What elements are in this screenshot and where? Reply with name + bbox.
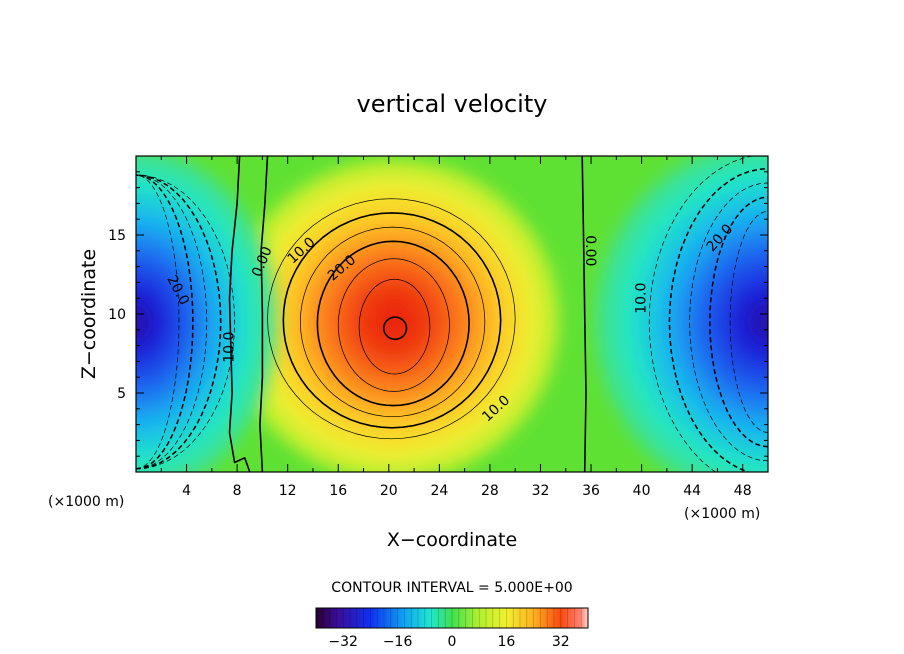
colorbar: −32 −16 0 16 32 (315, 607, 589, 650)
updraft-contour (282, 212, 502, 429)
x-tick-label: 32 (532, 483, 550, 499)
zero-contour-left-inner (259, 156, 269, 472)
downdraft-contour-right (709, 196, 768, 448)
x-tick-label: 24 (430, 483, 448, 499)
downdraft-contour-right (689, 182, 768, 462)
downdraft-contour-right (668, 167, 768, 472)
contour-label-6: 0.00 (582, 235, 598, 266)
x-unit-left: (×1000 m) (48, 494, 124, 510)
x-tick-label: 4 (182, 483, 191, 499)
downdraft-contour-left (136, 174, 208, 470)
x-tick-label: 16 (329, 483, 347, 499)
velocity-field (136, 156, 768, 472)
y-tick-label: 5 (117, 386, 126, 402)
chart-title: vertical velocity (357, 90, 548, 118)
x-tick-label: 8 (233, 483, 242, 499)
y-tick-label: 15 (108, 228, 126, 244)
zero-contour-right (581, 156, 587, 472)
x-tick-label: 48 (734, 483, 752, 499)
contour-label-7: 10.0 (634, 283, 650, 314)
colorbar-gradient (316, 608, 588, 628)
x-tick-label: 28 (481, 483, 499, 499)
x-unit-right: (×1000 m) (684, 506, 760, 522)
x-tick-label: 20 (380, 483, 398, 499)
y-tick-label: 10 (108, 307, 126, 323)
colorbar-tick-label: −16 (383, 634, 413, 650)
y-axis-ticks: 5 10 15 (108, 171, 768, 457)
contour-interval-label: CONTOUR INTERVAL = 5.000E+00 (331, 580, 572, 596)
updraft-contour (267, 198, 516, 440)
x-tick-label: 40 (633, 483, 651, 499)
updraft-contour (337, 258, 450, 392)
updraft-contour (299, 226, 486, 418)
y-axis-label: Z−coordinate (78, 249, 100, 379)
colorbar-tick-label: 32 (552, 634, 570, 650)
updraft-contour (382, 316, 408, 341)
downdraft-contour-left (136, 174, 194, 470)
x-tick-label: 36 (582, 483, 600, 499)
updraft-core (218, 156, 569, 472)
downdraft-contour-left (136, 174, 180, 470)
downdraft-right (583, 156, 768, 472)
x-axis-label: X−coordinate (387, 529, 517, 551)
colorbar-tick-label: 16 (497, 634, 515, 650)
updraft-contour (316, 240, 470, 407)
downdraft-contour-left (136, 174, 222, 470)
contour-lines (136, 156, 768, 472)
x-axis-ticks: 4 8 12 16 20 24 28 32 36 40 44 48 (160, 156, 752, 499)
colorbar-divisions (322, 608, 582, 628)
colorbar-tick-label: 0 (448, 634, 457, 650)
x-tick-label: 12 (279, 483, 297, 499)
x-tick-label: 44 (683, 483, 701, 499)
downdraft-left (136, 156, 286, 472)
downdraft-contour-right (729, 210, 768, 433)
downdraft-contour-left (136, 174, 235, 470)
zero-contour-left (228, 156, 251, 472)
downdraft-contour-right (648, 156, 755, 472)
updraft-contour (358, 278, 431, 375)
colorbar-frame (315, 607, 589, 629)
colorbar-tick-label: −32 (328, 634, 358, 650)
colorbar-ticks: −32 −16 0 16 32 (328, 634, 569, 650)
contour-label-1: 10.0 (222, 332, 238, 363)
